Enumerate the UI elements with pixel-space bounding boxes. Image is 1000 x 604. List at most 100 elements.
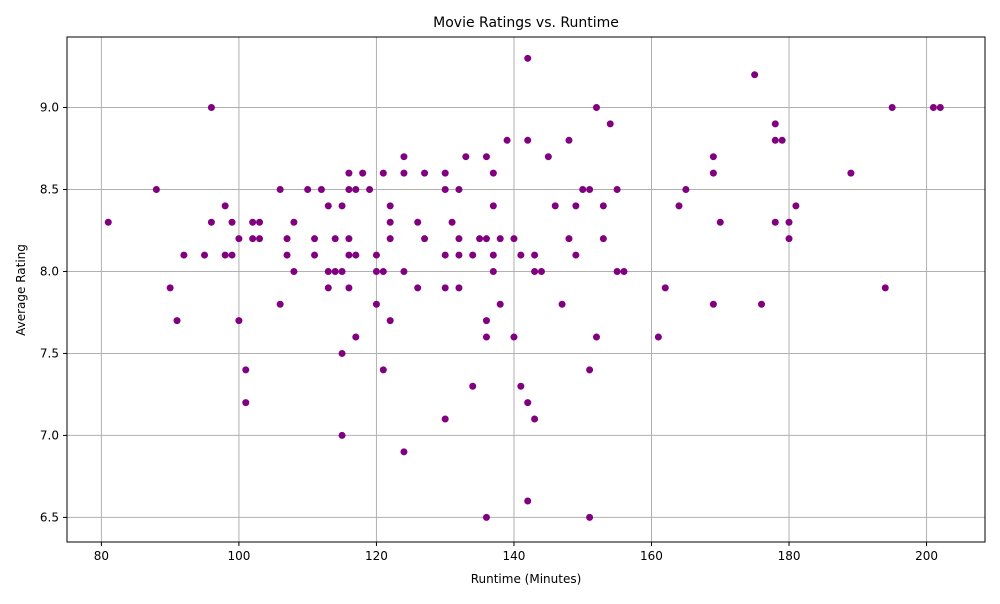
data-point (290, 267, 298, 275)
data-point (366, 185, 374, 193)
data-point (661, 284, 669, 292)
data-point (290, 218, 298, 226)
data-point (311, 251, 319, 259)
data-point (455, 235, 463, 243)
data-point (524, 399, 532, 407)
data-point (324, 202, 332, 210)
data-point (441, 185, 449, 193)
data-point (482, 513, 490, 521)
data-point (345, 169, 353, 177)
data-point (709, 153, 717, 161)
data-point (352, 185, 360, 193)
data-point (558, 300, 566, 308)
data-point (482, 235, 490, 243)
data-point (400, 153, 408, 161)
data-point (201, 251, 209, 259)
data-point (455, 251, 463, 259)
data-point (345, 251, 353, 259)
data-point (276, 185, 284, 193)
data-point (758, 300, 766, 308)
data-point (517, 382, 525, 390)
x-tick-label: 80 (94, 549, 109, 563)
data-point (283, 235, 291, 243)
data-point (482, 317, 490, 325)
data-point (936, 104, 944, 112)
data-point (524, 136, 532, 144)
data-point (785, 218, 793, 226)
y-tick-label: 6.5 (40, 510, 59, 524)
data-point (338, 431, 346, 439)
data-point (441, 284, 449, 292)
data-point (496, 300, 504, 308)
y-tick-label: 7.5 (40, 346, 59, 360)
data-point (682, 185, 690, 193)
data-point (510, 333, 518, 341)
data-point (276, 300, 284, 308)
data-point (249, 235, 257, 243)
data-point (565, 235, 573, 243)
data-point (386, 235, 394, 243)
data-point (400, 267, 408, 275)
data-point (235, 235, 243, 243)
data-point (929, 104, 937, 112)
data-point (792, 202, 800, 210)
data-point (586, 185, 594, 193)
data-point (207, 104, 215, 112)
data-point (379, 267, 387, 275)
data-point (785, 235, 793, 243)
data-point (517, 251, 525, 259)
data-point (345, 235, 353, 243)
data-point (414, 284, 422, 292)
grid-lines (67, 37, 985, 542)
data-point (572, 251, 580, 259)
data-point (586, 513, 594, 521)
data-point (372, 251, 380, 259)
data-point (104, 218, 112, 226)
data-point (496, 235, 504, 243)
data-point (462, 153, 470, 161)
plot-frame (66, 36, 986, 543)
data-point (565, 136, 573, 144)
data-point (675, 202, 683, 210)
data-point (586, 366, 594, 374)
data-point (469, 251, 477, 259)
data-point (352, 251, 360, 259)
data-point (716, 218, 724, 226)
data-point (482, 333, 490, 341)
data-point (620, 267, 628, 275)
y-tick-label: 7.0 (40, 428, 59, 442)
data-point (592, 104, 600, 112)
data-point (482, 153, 490, 161)
data-point (421, 235, 429, 243)
x-tick-label: 180 (778, 549, 801, 563)
data-point (352, 333, 360, 341)
x-tick-label: 160 (640, 549, 663, 563)
data-point (441, 169, 449, 177)
data-point (476, 235, 484, 243)
data-point (421, 169, 429, 177)
data-point (654, 333, 662, 341)
y-tick-label: 9.0 (40, 101, 59, 115)
data-point (331, 267, 339, 275)
data-point (503, 136, 511, 144)
data-point (771, 136, 779, 144)
data-point (311, 235, 319, 243)
data-point (531, 251, 539, 259)
data-point (180, 251, 188, 259)
data-point (324, 267, 332, 275)
data-point (599, 235, 607, 243)
data-point (489, 267, 497, 275)
data-point (242, 399, 250, 407)
data-point (400, 448, 408, 456)
data-point (441, 415, 449, 423)
data-point (228, 251, 236, 259)
data-point (551, 202, 559, 210)
data-point (592, 333, 600, 341)
data-point (345, 185, 353, 193)
data-point (207, 218, 215, 226)
data-point (771, 120, 779, 128)
data-point (531, 415, 539, 423)
data-point (613, 267, 621, 275)
